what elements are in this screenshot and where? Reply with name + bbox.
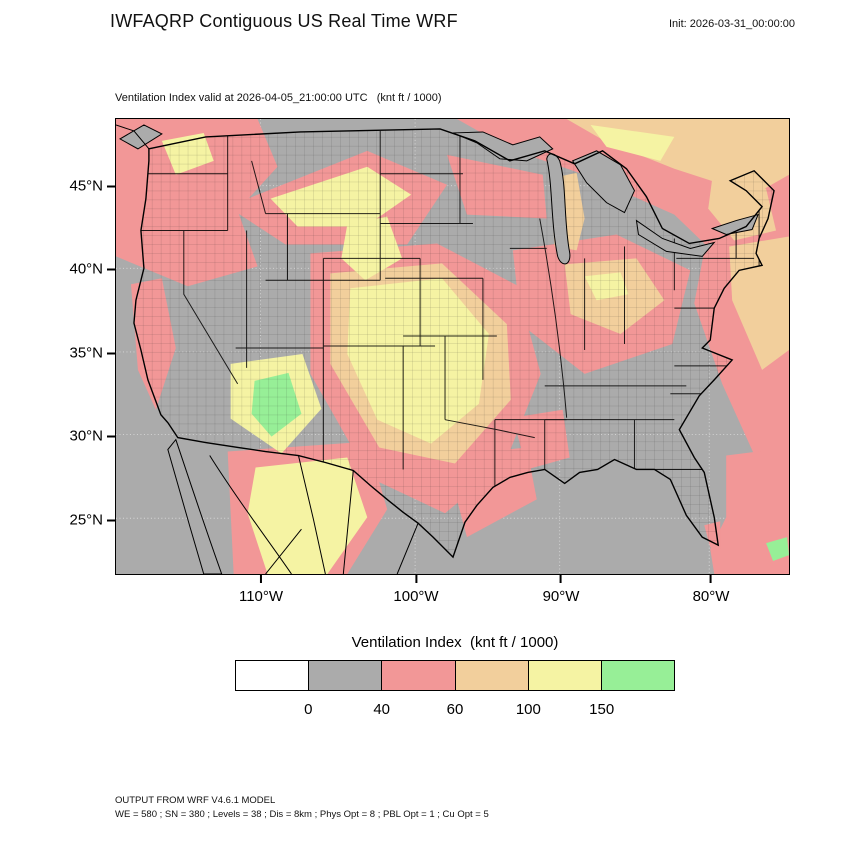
colorbar-tick-label: 100 xyxy=(515,701,541,718)
lon-tick-label: 90°W xyxy=(542,588,580,605)
lon-tick-mark xyxy=(415,574,417,583)
us-map-svg xyxy=(116,119,789,574)
colorbar-cell-gray xyxy=(309,661,383,690)
model-footer: OUTPUT FROM WRF V4.6.1 MODEL WE = 580 ; … xyxy=(115,794,489,822)
colorbar-tick-label: 40 xyxy=(373,701,390,718)
lat-tick-mark xyxy=(107,352,116,354)
colorbar xyxy=(235,660,675,691)
lon-tick-label: 100°W xyxy=(393,588,439,605)
lat-tick-label: 35°N xyxy=(69,344,103,362)
colorbar-cell-pink xyxy=(382,661,456,690)
lat-tick-40n: 40°N xyxy=(69,261,116,278)
lon-tick-110w: 110°W xyxy=(239,574,283,605)
colorbar-tick-label: 60 xyxy=(446,701,464,718)
lat-tick-label: 25°N xyxy=(69,511,103,529)
footer-line1: OUTPUT FROM WRF V4.6.1 MODEL xyxy=(115,795,276,806)
colorbar-cell-tan xyxy=(455,661,529,690)
lat-tick-label: 40°N xyxy=(69,260,103,278)
lon-tick-label: 80°W xyxy=(692,588,730,605)
lat-tick-45n: 45°N xyxy=(69,178,116,195)
lat-tick-mark xyxy=(107,435,116,437)
lat-tick-30n: 30°N xyxy=(69,428,116,445)
lat-tick-25n: 25°N xyxy=(69,512,116,529)
footer-line2: WE = 580 ; SN = 380 ; Levels = 38 ; Dis … xyxy=(115,808,489,820)
lon-tick-90w: 90°W xyxy=(542,574,580,605)
lat-tick-mark xyxy=(107,185,116,187)
lat-tick-label: 30°N xyxy=(69,427,103,445)
lon-tick-mark xyxy=(560,574,562,583)
lon-tick-mark xyxy=(710,574,712,583)
map-subtitle: Ventilation Index valid at 2026-04-05_21… xyxy=(115,92,442,104)
colorbar-tick-label: 150 xyxy=(589,701,615,718)
colorbar-tick-label: 0 xyxy=(304,701,313,718)
lat-tick-label: 45°N xyxy=(69,177,103,195)
lat-tick-mark xyxy=(107,519,116,521)
lon-tick-100w: 100°W xyxy=(393,574,439,605)
init-timestamp: Init: 2026-03-31_00:00:00 xyxy=(669,18,795,30)
colorbar-cell-white xyxy=(236,661,310,690)
page-title: IWFAQRP Contiguous US Real Time WRF xyxy=(110,11,458,31)
lon-tick-mark xyxy=(259,574,262,583)
map-plot: 45°N 40°N 35°N 30°N 25°N 110°W 100°W 90°… xyxy=(69,118,790,605)
lat-tick-mark xyxy=(107,268,116,270)
colorbar-cell-green xyxy=(601,661,675,690)
lat-tick-35n: 35°N xyxy=(69,345,116,362)
colorbar-labels: 0 40 60 100 150 xyxy=(235,701,675,721)
lon-tick-label: 110°W xyxy=(238,588,284,605)
legend-title: Ventilation Index (knt ft / 1000) xyxy=(351,634,559,651)
lon-tick-80w: 80°W xyxy=(692,574,730,605)
colorbar-cell-yellow xyxy=(528,661,602,690)
